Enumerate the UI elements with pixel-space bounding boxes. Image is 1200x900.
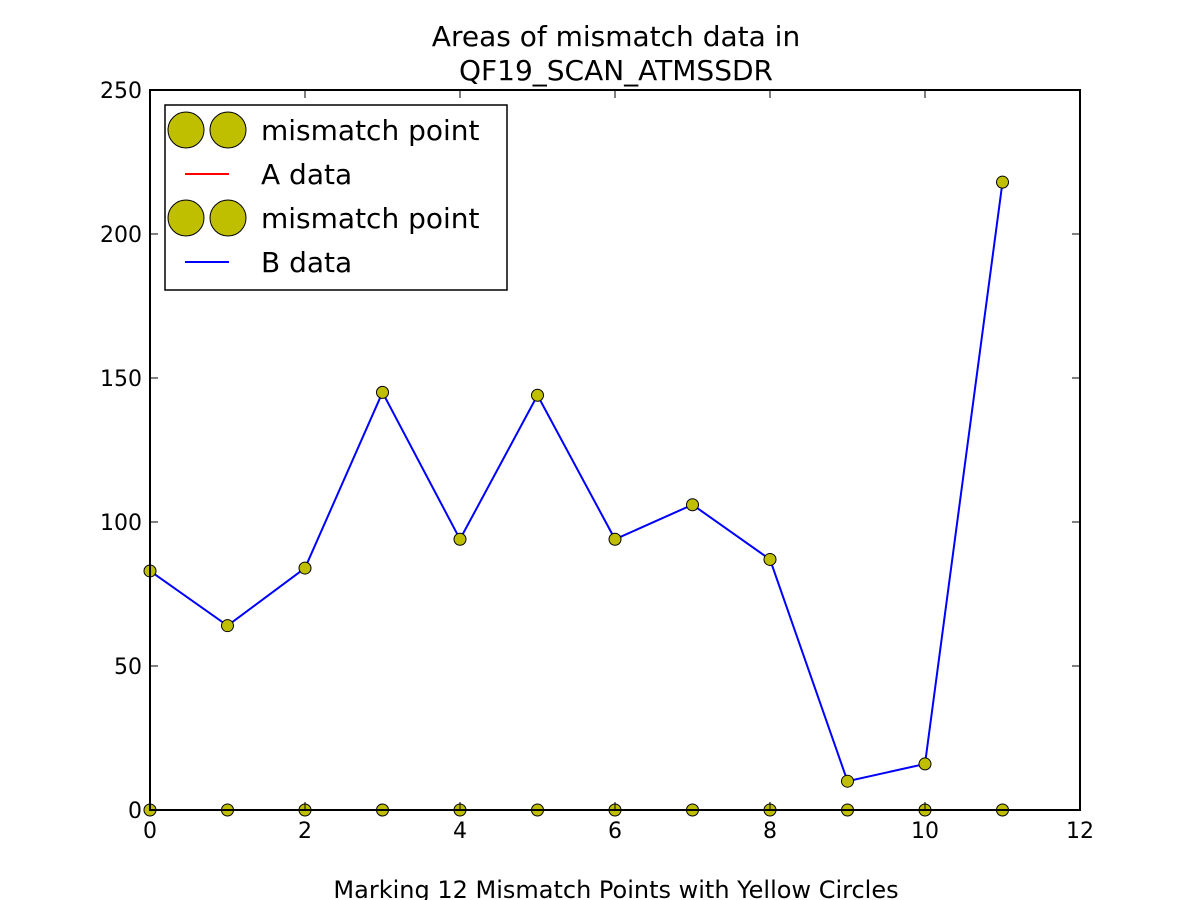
legend-marker	[209, 199, 247, 237]
series-line-b	[149, 182, 1004, 783]
y-tick-label: 0	[128, 799, 142, 824]
legend: mismatch point A data mismatch point B data	[164, 104, 508, 291]
mismatch-point-b	[376, 385, 389, 399]
legend-marker	[209, 111, 247, 149]
x-tick-label: 10	[911, 819, 939, 844]
y-tick-label: 250	[100, 79, 142, 104]
mismatch-point-b	[763, 552, 777, 566]
y-tick-label: 150	[100, 367, 142, 392]
x-axis-label: Marking 12 Mismatch Points with Yellow C…	[333, 876, 898, 900]
legend-marker	[167, 111, 205, 149]
y-tick-label: 50	[114, 655, 142, 680]
x-tick-label: 8	[763, 819, 777, 844]
x-tick-label: 4	[453, 819, 467, 844]
mismatch-point-b	[996, 175, 1009, 189]
y-tick-label: 100	[100, 511, 142, 536]
x-tick-label: 6	[608, 819, 622, 844]
mismatch-point-b	[918, 757, 932, 771]
mismatch-point-b	[841, 774, 854, 788]
mismatch-point-b	[686, 498, 699, 512]
x-tick-label: 2	[298, 819, 312, 844]
legend-label: mismatch point	[261, 202, 480, 235]
chart-title-line-2: QF19_SCAN_ATMSSDR	[459, 54, 773, 87]
legend-label: A data	[261, 158, 352, 191]
axes: 0 2 4 6 8 10 12 0 50 100 150 200 250	[100, 79, 1094, 844]
mismatch-point-b	[298, 561, 312, 575]
y-tick-label: 200	[100, 223, 142, 248]
mismatch-point-b	[608, 532, 622, 546]
mismatch-point-b	[453, 532, 467, 546]
x-tick-label: 12	[1066, 819, 1094, 844]
mismatch-point-b	[531, 388, 544, 402]
legend-label: B data	[261, 246, 352, 279]
x-tick-label: 0	[143, 819, 157, 844]
mismatch-point-b	[221, 619, 234, 633]
chart-title-line-1: Areas of mismatch data in	[432, 20, 800, 53]
legend-label: mismatch point	[261, 114, 480, 147]
legend-marker	[167, 199, 205, 237]
